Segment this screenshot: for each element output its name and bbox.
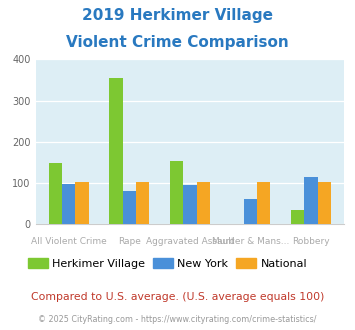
Bar [109,78,123,224]
Text: All Violent Crime: All Violent Crime [31,237,107,246]
Bar [244,199,257,224]
Bar [170,161,183,224]
Legend: Herkimer Village, New York, National: Herkimer Village, New York, National [23,253,312,273]
Text: Compared to U.S. average. (U.S. average equals 100): Compared to U.S. average. (U.S. average … [31,292,324,302]
Bar [62,184,76,224]
Bar [136,182,149,224]
Text: 2019 Herkimer Village: 2019 Herkimer Village [82,8,273,23]
Bar [49,162,62,224]
Bar [304,177,318,224]
Bar [318,182,331,224]
Bar [123,190,136,224]
Bar [257,182,271,224]
Text: © 2025 CityRating.com - https://www.cityrating.com/crime-statistics/: © 2025 CityRating.com - https://www.city… [38,315,317,324]
Bar [183,185,197,224]
Text: Aggravated Assault: Aggravated Assault [146,237,234,246]
Text: Rape: Rape [118,237,141,246]
Text: Violent Crime Comparison: Violent Crime Comparison [66,35,289,50]
Bar [197,182,210,224]
Bar [76,182,89,224]
Bar [291,210,304,224]
Text: Murder & Mans...: Murder & Mans... [212,237,289,246]
Text: Robbery: Robbery [292,237,330,246]
